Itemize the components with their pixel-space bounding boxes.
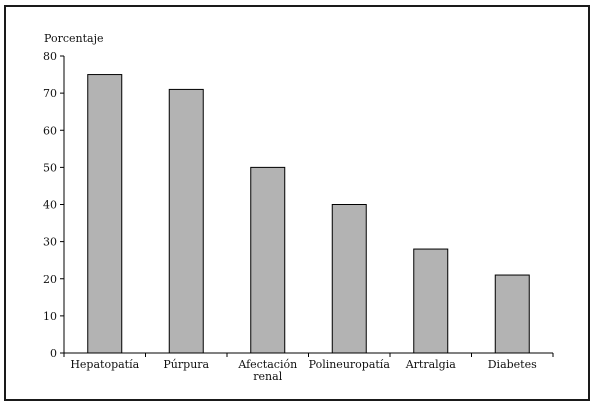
bar	[494, 274, 530, 354]
y-tick-label: 10	[43, 310, 57, 323]
bar	[413, 248, 449, 354]
bar	[331, 204, 367, 354]
y-tick-label: 20	[43, 273, 57, 286]
y-tick-label: 80	[43, 50, 57, 63]
y-tick-label: 30	[43, 236, 57, 249]
x-tick-label: Diabetes	[488, 358, 537, 371]
y-tick-label: 50	[43, 161, 57, 174]
bar	[168, 88, 204, 354]
x-tick-label: Polineuropatía	[309, 358, 391, 371]
y-tick-label: 70	[43, 87, 57, 100]
axes	[63, 56, 553, 354]
bar	[250, 166, 286, 354]
x-tick-label: Hepatopatía	[70, 358, 139, 371]
bars	[87, 74, 530, 354]
bar	[87, 74, 123, 354]
y-tick-label: 0	[50, 347, 57, 360]
y-tick-label: 40	[43, 199, 57, 212]
y-axis-label: Porcentaje	[44, 32, 104, 45]
x-tick-label: Púrpura	[163, 358, 209, 371]
y-tick-label: 60	[43, 124, 57, 137]
x-ticks: Hepatopatía Púrpura Afectación renal Polineu…	[63, 353, 554, 383]
y-ticks: 0 10 20 30 40 50 60 70 80	[43, 50, 64, 360]
x-tick-label: Artralgia	[405, 358, 457, 371]
x-tick-label: Afectación renal	[237, 358, 297, 383]
